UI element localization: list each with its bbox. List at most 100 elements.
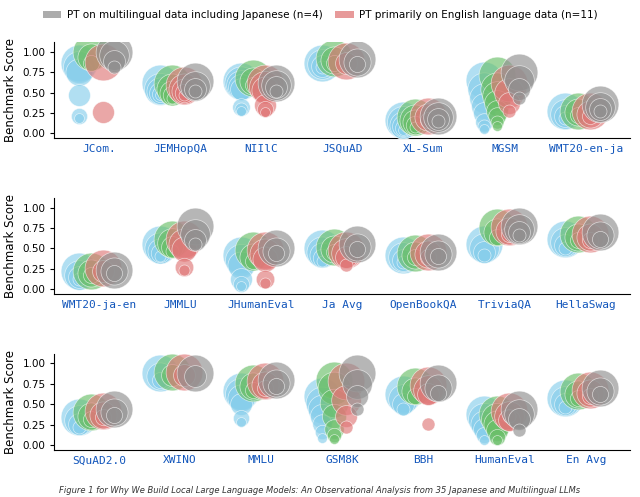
Point (260, 381, 271, 389)
Point (260, 101, 271, 109)
Point (492, 420, 502, 428)
Point (573, 108, 583, 116)
Point (236, 83, 246, 91)
Point (260, 250, 271, 258)
Point (74, 416, 84, 424)
Point (189, 222, 200, 230)
Point (561, 394, 571, 402)
Point (433, 384, 444, 392)
Point (561, 241, 571, 249)
Point (329, 54, 339, 62)
Point (492, 415, 502, 423)
Point (271, 79, 281, 87)
Point (329, 376, 339, 384)
Point (179, 241, 189, 248)
Point (189, 78, 200, 85)
Point (271, 249, 281, 257)
Point (410, 251, 420, 259)
Point (585, 110, 595, 118)
Point (155, 87, 165, 95)
Point (317, 428, 327, 436)
Point (433, 248, 444, 255)
Point (271, 81, 281, 88)
Point (109, 63, 119, 71)
Point (189, 230, 200, 238)
Point (248, 78, 259, 85)
Point (260, 79, 271, 87)
Point (422, 391, 433, 399)
Point (167, 235, 177, 243)
Point (479, 125, 490, 133)
Point (398, 126, 408, 134)
Point (398, 391, 408, 399)
Point (352, 60, 362, 68)
Point (74, 270, 84, 278)
Point (167, 371, 177, 379)
Point (410, 118, 420, 126)
Point (329, 435, 339, 443)
Point (329, 424, 339, 432)
Point (492, 410, 502, 418)
Point (479, 245, 490, 252)
Point (271, 376, 281, 384)
Point (248, 81, 259, 88)
Point (585, 233, 595, 241)
Point (492, 223, 502, 231)
Point (573, 111, 583, 119)
Point (341, 413, 351, 420)
Point (410, 121, 420, 129)
Point (410, 382, 420, 390)
Point (573, 387, 583, 395)
Point (329, 384, 339, 392)
Point (74, 69, 84, 77)
Point (155, 376, 165, 384)
Point (260, 279, 271, 287)
Point (433, 250, 444, 258)
Point (271, 382, 281, 390)
Point (504, 227, 514, 235)
Point (109, 51, 119, 59)
Point (98, 58, 108, 66)
Point (189, 369, 200, 377)
Point (492, 433, 502, 441)
Point (398, 405, 408, 413)
Point (74, 112, 84, 120)
Point (479, 118, 490, 126)
Point (109, 405, 119, 413)
Point (422, 386, 433, 394)
Point (514, 76, 524, 83)
Point (514, 93, 524, 101)
Point (410, 116, 420, 124)
Point (189, 87, 200, 95)
Point (514, 232, 524, 240)
Point (398, 256, 408, 264)
Point (179, 85, 189, 93)
Point (573, 233, 583, 241)
Point (260, 105, 271, 113)
Point (236, 414, 246, 422)
Point (479, 410, 490, 418)
Point (86, 270, 96, 278)
Point (155, 249, 165, 257)
Point (189, 241, 200, 248)
Point (492, 98, 502, 106)
Point (585, 112, 595, 120)
Point (317, 63, 327, 71)
Point (479, 248, 490, 255)
Point (155, 247, 165, 255)
Point (561, 245, 571, 252)
Point (236, 107, 246, 115)
Point (155, 79, 165, 87)
Point (98, 264, 108, 272)
Point (248, 386, 259, 394)
Point (109, 411, 119, 419)
Point (74, 273, 84, 281)
Point (352, 405, 362, 413)
Point (585, 392, 595, 400)
Point (236, 251, 246, 259)
Point (271, 83, 281, 91)
Point (236, 256, 246, 264)
Point (504, 223, 514, 231)
Point (236, 84, 246, 92)
Point (573, 394, 583, 402)
